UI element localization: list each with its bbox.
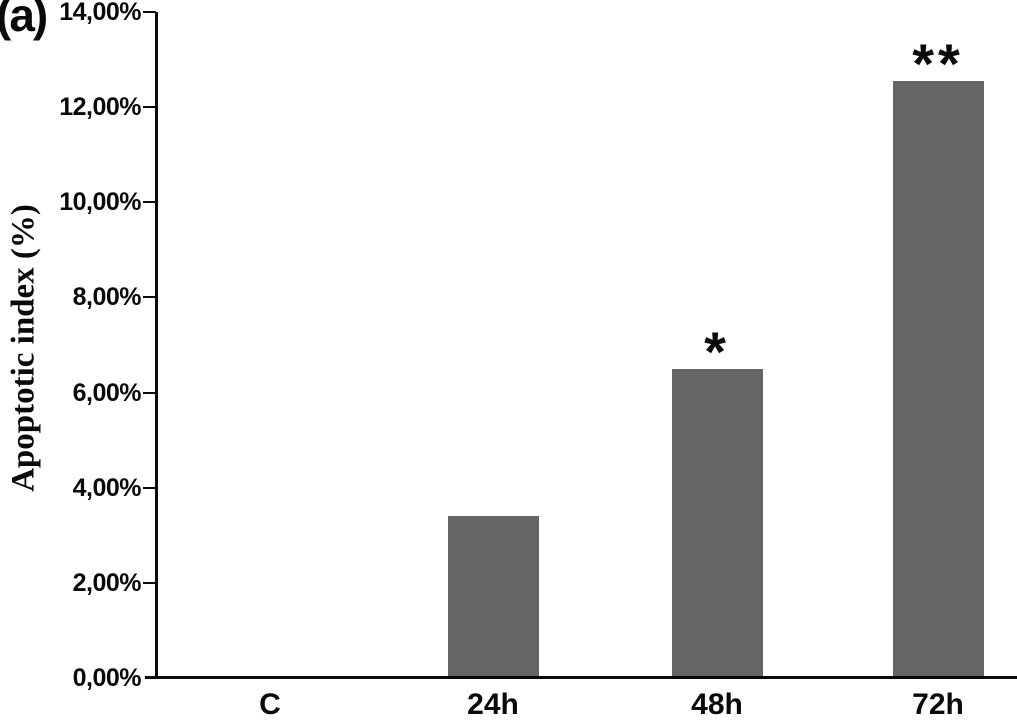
y-tick-label: 0,00%: [72, 664, 142, 692]
significance-marker-72h: **: [912, 31, 964, 95]
y-tick-mark: [143, 201, 156, 204]
y-tick-mark: [143, 296, 156, 299]
y-axis-title: Apoptotic index (%): [5, 204, 42, 492]
x-tick-label-24h: 24h: [467, 688, 519, 721]
y-tick-label: 6,00%: [72, 378, 142, 407]
bar-24h: [447, 516, 539, 676]
significance-marker-48h: *: [704, 319, 730, 383]
x-tick-label-72h: 72h: [912, 688, 964, 721]
y-tick-label: 8,00%: [72, 283, 142, 312]
panel-label: (a): [0, 0, 48, 41]
y-tick-label: 2,00%: [72, 568, 142, 597]
y-tick-label: 10,00%: [59, 188, 141, 217]
y-tick-mark: [143, 581, 156, 584]
bar-72h: [892, 80, 984, 676]
y-tick-label: 4,00%: [72, 473, 142, 502]
y-tick-mark: [143, 391, 156, 394]
bar-48h: [671, 368, 763, 676]
y-tick-label: 12,00%: [59, 93, 141, 122]
x-axis-line: [145, 676, 1017, 679]
x-tick-label-48h: 48h: [691, 688, 743, 721]
y-tick-mark: [143, 106, 156, 109]
y-axis-line: [155, 12, 158, 678]
x-tick-label-C: C: [259, 688, 281, 721]
y-tick-mark: [143, 486, 156, 489]
y-tick-label: 14,00%: [59, 0, 141, 26]
y-tick-mark: [143, 11, 156, 13]
